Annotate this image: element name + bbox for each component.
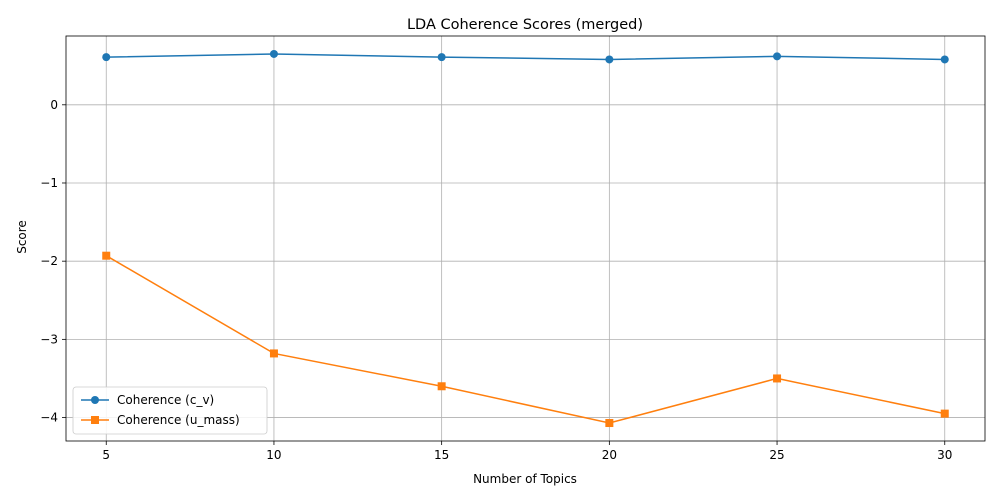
- series-line: [106, 53, 945, 61]
- tick-labels: 5 10 15 20 25 30 0 −1 −2 −3 −4: [40, 98, 952, 462]
- data-point: [773, 52, 782, 61]
- legend-label: Coherence (c_v): [117, 393, 214, 407]
- data-point: [605, 419, 614, 428]
- data-point: [437, 382, 446, 391]
- data-point: [940, 409, 949, 418]
- series-layer: [102, 49, 949, 428]
- data-point: [102, 53, 111, 62]
- grid: [66, 36, 985, 441]
- data-point: [269, 49, 278, 58]
- y-tick-label: −2: [40, 254, 58, 268]
- data-point: [773, 374, 782, 383]
- y-tick-label: −3: [40, 332, 58, 346]
- data-point: [940, 55, 949, 64]
- data-point: [269, 349, 278, 358]
- x-tick-label: 10: [266, 448, 281, 462]
- legend-marker: [91, 416, 99, 424]
- data-point: [102, 251, 111, 260]
- legend-label: Coherence (u_mass): [117, 413, 240, 427]
- series-line: [105, 255, 945, 424]
- chart-title: LDA Coherence Scores (merged): [407, 17, 643, 33]
- axes: [62, 35, 986, 445]
- x-tick-label: 25: [769, 448, 784, 462]
- x-axis-label: Number of Topics: [473, 472, 577, 486]
- y-tick-label: 0: [50, 98, 58, 112]
- y-tick-label: −4: [40, 411, 58, 425]
- legend: Coherence (c_v) Coherence (u_mass): [72, 386, 268, 435]
- y-axis-label: Score: [15, 220, 29, 254]
- data-point: [437, 53, 446, 62]
- x-tick-label: 5: [102, 448, 110, 462]
- plot-frame: [65, 35, 986, 442]
- x-tick-label: 20: [602, 448, 617, 462]
- legend-box: [72, 386, 268, 435]
- x-tick-label: 15: [434, 448, 449, 462]
- legend-marker: [91, 396, 99, 404]
- x-tick-label: 30: [937, 448, 952, 462]
- data-point: [605, 55, 614, 64]
- y-tick-label: −1: [40, 176, 58, 190]
